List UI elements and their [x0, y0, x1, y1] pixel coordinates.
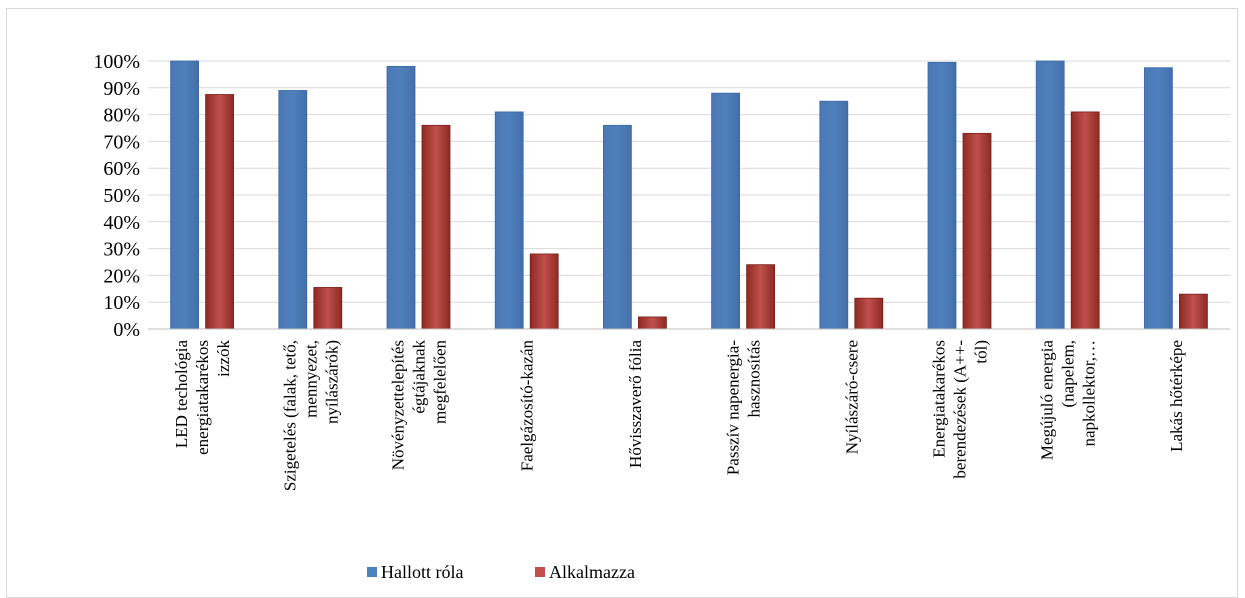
x-category-label-line: Lakás hőtérképe — [1167, 340, 1186, 452]
bar-hallott-rola-6 — [819, 100, 849, 330]
x-category-label: Megújuló energia (napelem, napkollektor,… — [1038, 340, 1099, 461]
bar-alkalmazza-0 — [205, 94, 235, 330]
x-category-label-line: megfelelően — [431, 340, 450, 425]
x-category-label-line: Hővisszaverő fólia — [626, 340, 645, 468]
bar-alkalmazza-2 — [421, 124, 451, 330]
x-category-label-line: Szigetelés (falak, tető, — [280, 340, 299, 491]
bar-hallott-rola-0 — [170, 60, 200, 330]
y-tick-label: 40% — [103, 212, 140, 234]
x-axis-category-labels: LED techológia energiatakarékos izzók Szige… — [172, 340, 1186, 492]
x-category-label-line: energiatakarékos — [193, 340, 212, 455]
y-tick-label: 70% — [103, 131, 140, 153]
y-tick-label: 100% — [93, 51, 140, 73]
x-category-label-line: Energiatakarékos — [930, 340, 949, 458]
x-category-label-line: (napelem, — [1059, 340, 1078, 408]
x-category-label-line: Megújuló energia — [1038, 340, 1057, 461]
bar-alkalmazza-1 — [313, 287, 343, 330]
bar-hallott-rola-5 — [711, 92, 740, 330]
x-category-label-line: Nyílászáró-csere — [842, 340, 861, 454]
y-tick-label: 90% — [103, 78, 140, 100]
x-category-label-line: nyílászárók) — [322, 340, 341, 424]
x-category-label-line: LED techológia — [172, 340, 191, 449]
x-category-label: Hővisszaverő fólia — [626, 340, 645, 468]
bar-alkalmazza-4 — [638, 316, 667, 330]
legend: Hallott róla Alkalmazza — [367, 562, 635, 582]
legend-swatch — [535, 567, 545, 577]
bar-hallott-rola-9 — [1144, 67, 1173, 330]
bar-alkalmazza-6 — [854, 297, 884, 330]
x-category-label-line: hasznosítás — [745, 340, 764, 417]
x-category-label: Szigetelés (falak, tető, mennyezet, nyílás… — [280, 340, 341, 491]
x-category-label-line: égtájaknak — [410, 340, 429, 414]
x-category-label-line: izzók — [214, 340, 233, 377]
bar-alkalmazza-8 — [1070, 111, 1100, 330]
x-category-label-line: Faelgázosító-kazán — [518, 340, 537, 472]
x-category-label-line: Passzív napenergia- — [724, 340, 743, 476]
bar-alkalmazza-7 — [962, 132, 992, 330]
bar-alkalmazza-3 — [529, 253, 559, 330]
x-category-label-line: mennyezet, — [301, 340, 320, 418]
x-category-label: Nyílászáró-csere — [842, 340, 861, 454]
bar-hallott-rola-2 — [386, 65, 416, 330]
bar-hallott-rola-4 — [603, 124, 632, 330]
x-category-label-line: Növényzettelepítés — [389, 340, 408, 470]
legend-label: Hallott róla — [381, 562, 463, 582]
y-tick-label: 20% — [103, 265, 140, 287]
y-tick-label: 0% — [113, 319, 140, 341]
bar-hallott-rola-8 — [1035, 60, 1065, 330]
bar-alkalmazza-9 — [1179, 293, 1208, 330]
legend-label: Alkalmazza — [549, 562, 635, 582]
bar-hallott-rola-7 — [927, 61, 957, 330]
gridlines — [148, 60, 1230, 303]
x-category-label-line: napkollektor,… — [1080, 340, 1099, 447]
y-tick-label: 30% — [103, 239, 140, 261]
y-tick-label: 80% — [103, 105, 140, 127]
y-axis-tick-labels: 0% 10% 20% 30% 40% 50% 60% 70% 80% 90% 100% — [93, 51, 140, 341]
y-tick-label: 10% — [103, 292, 140, 314]
x-category-label: Lakás hőtérképe — [1167, 340, 1186, 452]
legend-swatch — [367, 567, 377, 577]
x-category-label-line: tól) — [972, 340, 991, 364]
y-tick-label: 50% — [103, 185, 140, 207]
bar-alkalmazza-5 — [746, 264, 775, 330]
x-category-label: LED techológia energiatakarékos izzók — [172, 340, 233, 455]
bar-hallott-rola-1 — [278, 90, 308, 330]
x-category-label: Növényzettelepítés égtájaknak megfelelően — [389, 340, 450, 471]
y-tick-label: 60% — [103, 158, 140, 180]
x-category-label: Passzív napenergia-hasznosítás — [724, 340, 764, 476]
bar-hallott-rola-3 — [494, 111, 524, 330]
x-category-label: Faelgázosító-kazán — [518, 340, 537, 472]
x-category-label-line: berendezések (A++- — [951, 340, 970, 479]
x-category-label: Energiatakarékos berendezések (A++- tól) — [930, 340, 991, 479]
